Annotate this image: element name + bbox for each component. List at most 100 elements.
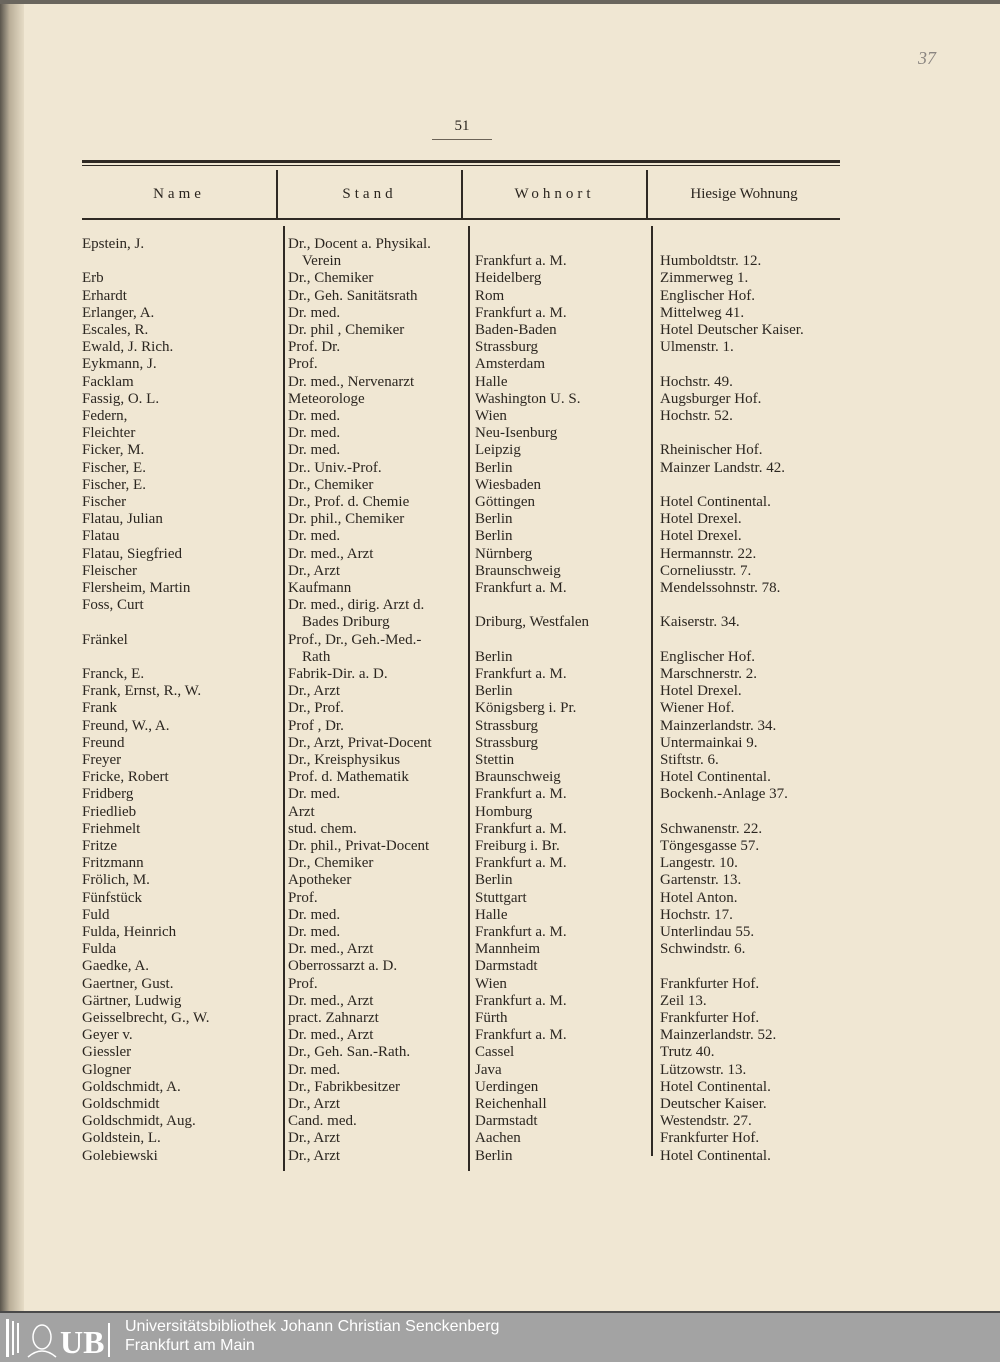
member-stand: Meteorologe [288, 390, 365, 407]
column-divider [276, 170, 278, 220]
member-name: Gärtner, Ludwig [82, 992, 182, 1009]
header-stand: Stand [342, 186, 397, 202]
member-name: Fischer, E. [82, 459, 146, 476]
member-stand: Dr. med., Arzt [288, 941, 374, 958]
member-wohnung: Rheinischer Hof. [660, 442, 763, 459]
member-name: Fridberg [82, 786, 134, 803]
member-wohnung: Frankfurter Hof. [660, 1130, 760, 1147]
page-number-rule [432, 139, 492, 140]
member-name: Gaertner, Gust. [82, 975, 174, 992]
member-stand: Dr. med. [288, 442, 341, 459]
member-name: Frölich, M. [82, 872, 150, 889]
member-wohnort: Frankfurt a. M. [475, 820, 567, 837]
member-wohnort: Berlin [475, 872, 513, 889]
member-wohnung: Schwanenstr. 22. [660, 820, 763, 837]
member-stand: Dr., Chemiker [288, 476, 374, 493]
member-wohnung: Mainzerlandstr. 34. [660, 717, 777, 734]
member-wohnort: Driburg, Westfalen [475, 614, 590, 631]
member-wohnort: Halle [475, 906, 508, 923]
member-stand: Rath [302, 648, 331, 665]
member-wohnort: Frankfurt a. M. [475, 666, 567, 682]
member-stand: Dr., Prof. [288, 700, 344, 717]
member-name: Goldschmidt, A. [82, 1078, 181, 1095]
member-wohnort: Frankfurt a. M. [475, 304, 567, 321]
member-wohnort: Berlin [475, 1147, 513, 1164]
member-wohnung: Langestr. 10. [660, 855, 738, 872]
member-name: Goldstein, L. [82, 1130, 161, 1147]
column-divider [468, 226, 470, 1171]
member-wohnort: Aachen [475, 1130, 521, 1147]
page-top-edge [0, 0, 1000, 4]
member-wohnung: Untermainkai 9. [660, 734, 758, 751]
member-stand: Dr., Arzt [288, 1096, 341, 1112]
member-wohnung: Hochstr. 17. [660, 906, 733, 923]
scanned-page: 37 51 Name Stand Wohnort Hiesige Wohnung… [0, 0, 1000, 1311]
member-wohnung: Gartenstr. 13. [660, 872, 742, 889]
member-wohnung: Hotel Drexel. [660, 528, 742, 545]
member-wohnort: Fürth [475, 1010, 508, 1026]
member-wohnort: Nürnberg [475, 545, 533, 562]
member-wohnung: Englischer Hof. [660, 287, 755, 304]
member-stand: Oberrossarzt a. D. [288, 958, 398, 975]
member-name: Fulda, Heinrich [82, 924, 177, 940]
member-stand: Dr. med., Arzt [288, 545, 374, 562]
header-wohnort: Wohnort [514, 186, 595, 202]
member-name: Fleischer [82, 562, 137, 579]
member-name: Freund [82, 734, 125, 751]
member-wohnung: Wiener Hof. [660, 700, 735, 717]
member-stand: Prof. [288, 975, 318, 992]
member-name: Fritzmann [82, 855, 144, 872]
member-wohnung: Zimmerweg 1. [660, 270, 749, 287]
member-wohnort: Strassburg [475, 339, 539, 356]
member-stand: Prof. [288, 356, 318, 373]
member-wohnort: Darmstadt [475, 1113, 538, 1130]
member-wohnung: Deutscher Kaiser. [660, 1096, 767, 1112]
member-wohnung: Hochstr. 49. [660, 373, 733, 390]
member-wohnung: Augsburger Hof. [660, 390, 762, 407]
page-number: 51 [454, 118, 470, 134]
member-name: Ficker, M. [82, 442, 145, 459]
header-top-rule [82, 160, 840, 163]
member-wohnort: Java [475, 1061, 502, 1078]
member-wohnung: Englischer Hof. [660, 648, 755, 665]
member-wohnort: Reichenhall [475, 1096, 547, 1112]
column-divider [646, 170, 648, 220]
member-wohnung: Hotel Anton. [660, 889, 738, 906]
member-stand: Dr., Arzt [288, 562, 341, 579]
member-stand: Prof , Dr. [288, 717, 344, 734]
member-stand: Dr., Docent a. Physikal. [288, 236, 431, 252]
member-name: Fünfstück [82, 889, 142, 906]
member-wohnung: Westendstr. 27. [660, 1113, 752, 1130]
member-name: Freyer [82, 752, 122, 768]
member-wohnung: Hermannstr. 22. [660, 545, 757, 562]
member-name: Geyer v. [82, 1027, 133, 1044]
member-wohnort: Frankfurt a. M. [475, 1027, 567, 1044]
column-divider [283, 226, 285, 1171]
member-name: Erlanger, A. [82, 304, 155, 321]
member-wohnung: Kaiserstr. 34. [660, 614, 740, 631]
library-footer: UB Universitätsbibliothek Johann Christi… [0, 1311, 1000, 1362]
member-wohnung: Mittelweg 41. [660, 304, 745, 321]
member-stand: Dr., Geh. Sanitätsrath [288, 287, 418, 304]
member-wohnort: Leipzig [475, 442, 521, 459]
member-stand: Dr. phil , Chemiker [288, 322, 405, 338]
member-wohnort: Frankfurt a. M. [475, 924, 567, 940]
member-stand: Dr., Kreisphysikus [288, 752, 401, 768]
member-wohnort: Baden-Baden [475, 322, 557, 338]
member-name: Fritze [82, 838, 117, 854]
member-name: Federn, [82, 408, 128, 424]
member-name: Foss, Curt [82, 597, 144, 614]
member-stand: Fabrik-Dir. a. D. [288, 666, 388, 682]
member-name: Fränkel [82, 631, 128, 648]
member-wohnort: Braunschweig [475, 562, 561, 579]
member-name: Eykmann, J. [82, 356, 157, 373]
member-wohnort: Washington U. S. [475, 390, 581, 407]
column-divider [651, 226, 653, 1156]
member-wohnung: Hotel Continental. [660, 769, 771, 786]
member-stand: Dr. med., Arzt [288, 1027, 374, 1044]
member-wohnung: Hotel Drexel. [660, 683, 742, 700]
member-name: Gaedke, A. [82, 958, 150, 975]
member-wohnort: Frankfurt a. M. [475, 786, 567, 803]
member-name: Fleichter [82, 425, 136, 442]
member-wohnort: Frankfurt a. M. [475, 253, 567, 270]
